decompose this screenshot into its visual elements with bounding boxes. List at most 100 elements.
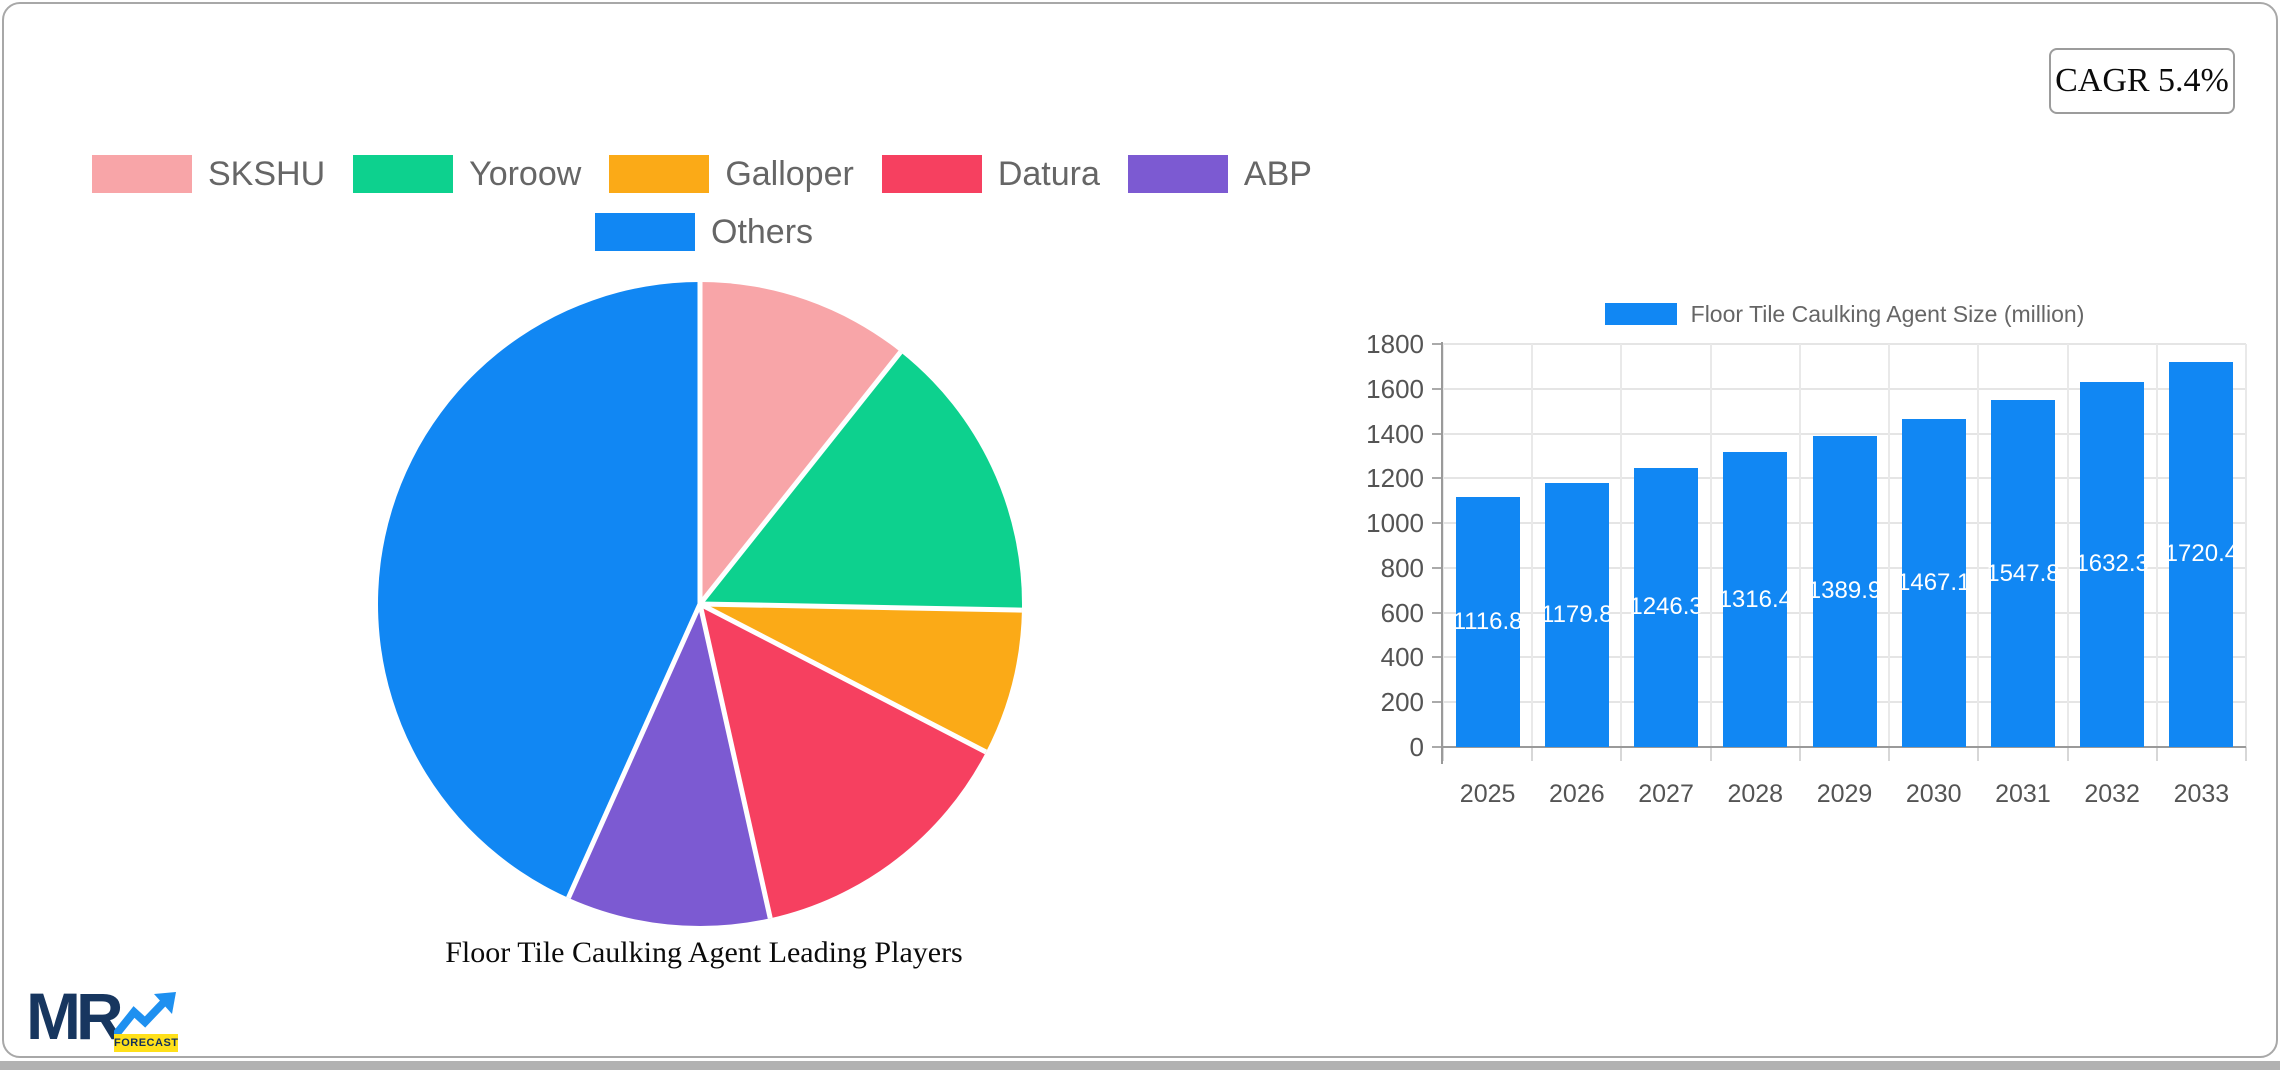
- legend-swatch: [609, 155, 710, 193]
- x-axis-label: 2027: [1638, 780, 1694, 808]
- x-gridline: [1620, 344, 1623, 747]
- bar-value-label: 1547.8: [1986, 559, 2060, 587]
- y-axis-tick: [1432, 387, 1443, 390]
- x-axis-label: 2026: [1549, 780, 1605, 808]
- pie-legend-row-2: Others: [595, 213, 813, 251]
- x-axis-label: 2031: [1995, 780, 2051, 808]
- x-axis-label: 2032: [2084, 780, 2140, 808]
- pie-legend-item-others: Others: [595, 213, 813, 251]
- y-axis-tick: [1432, 432, 1443, 435]
- bar-value-label: 1632.3: [2075, 550, 2149, 578]
- pie-slice-separator: [699, 601, 1022, 613]
- x-gridline: [1888, 344, 1891, 747]
- y-gridline: [1443, 432, 2246, 435]
- legend-swatch: [881, 155, 982, 193]
- x-axis-tick: [1888, 747, 1891, 761]
- x-gridline: [2245, 344, 2247, 747]
- pie-legend-item-yoroow: Yoroow: [353, 155, 581, 193]
- pie-slice-abp: [568, 604, 771, 926]
- bar-2027: [1634, 467, 1699, 747]
- x-gridline: [1531, 344, 1534, 747]
- bar-2025: [1455, 496, 1520, 747]
- pie-slice-others: [377, 282, 700, 898]
- y-axis-tick: [1432, 611, 1443, 614]
- x-axis-tick: [2066, 747, 2069, 761]
- bar-2026: [1544, 482, 1609, 747]
- x-axis-tick: [1798, 747, 1801, 761]
- y-axis-label: 1000: [1366, 508, 1424, 539]
- y-axis-label: 400: [1380, 642, 1424, 673]
- y-axis-label: 1600: [1366, 373, 1424, 404]
- legend-label: Others: [711, 213, 814, 251]
- legend-swatch: [1127, 155, 1228, 193]
- legend-swatch: [595, 213, 695, 251]
- y-axis-line: [1441, 342, 1443, 764]
- pie-slice-skshu: [700, 282, 901, 604]
- bar-2028: [1723, 452, 1788, 747]
- pie-title: Floor Tile Caulking Agent Leading Player…: [445, 936, 963, 969]
- bar-legend-label: Floor Tile Caulking Agent Size (million): [1690, 300, 2085, 327]
- pie-slice-datura: [700, 604, 986, 919]
- bar-value-label: 1179.8: [1541, 600, 1613, 628]
- x-gridline: [1798, 344, 1801, 747]
- pie-slice-separator: [698, 350, 903, 606]
- x-gridline: [1977, 344, 1980, 747]
- mr-forecast-logo: MR FORECAST: [26, 983, 186, 1052]
- y-axis-tick: [1432, 566, 1443, 569]
- bar-2032: [2080, 381, 2145, 747]
- x-axis-label: 2028: [1727, 780, 1784, 808]
- x-gridline: [1709, 344, 1712, 747]
- bar-value-label: 1389.9: [1807, 577, 1882, 605]
- y-axis-label: 200: [1380, 687, 1424, 718]
- bar-2033: [2169, 361, 2234, 747]
- pie-slice-separator: [698, 601, 988, 755]
- bar-chart-legend: Floor Tile Caulking Agent Size (million): [1443, 294, 2246, 334]
- y-axis-label: 600: [1380, 597, 1424, 628]
- pie-slice-yoroow: [700, 352, 1022, 611]
- y-axis-label: 1400: [1366, 418, 1424, 449]
- bar-value-label: 1116.8: [1452, 607, 1523, 635]
- legend-swatch: [353, 155, 454, 193]
- x-axis-label: 2033: [2173, 780, 2230, 808]
- bar-value-label: 1316.4: [1718, 585, 1792, 613]
- x-axis-tick: [1709, 747, 1712, 761]
- pie-slice-separator: [697, 603, 773, 919]
- y-axis-label: 1800: [1366, 329, 1424, 359]
- legend-label: Galloper: [725, 155, 854, 193]
- trending-up-arrow-icon: [114, 992, 176, 1038]
- logo-forecast-text: FORECAST: [114, 1034, 178, 1052]
- y-axis-label: 800: [1380, 552, 1424, 583]
- x-axis-tick: [1620, 747, 1623, 761]
- bar-2030: [1901, 418, 1966, 747]
- x-axis-line: [1441, 746, 2246, 748]
- x-axis-tick: [1442, 747, 1444, 761]
- x-axis-tick: [1977, 747, 1980, 761]
- y-axis-tick: [1432, 746, 1443, 748]
- legend-label: ABP: [1243, 155, 1312, 193]
- x-axis-tick: [2245, 747, 2247, 761]
- y-axis-label: 1200: [1366, 463, 1424, 494]
- y-axis-tick: [1432, 656, 1443, 659]
- bar-2031: [1990, 400, 2055, 747]
- pie-slice-separator: [566, 602, 703, 899]
- bar-value-label: 1467.1: [1897, 568, 1971, 596]
- y-axis-tick: [1432, 701, 1443, 704]
- pie-chart: [377, 282, 1022, 926]
- x-axis-label: 2030: [1905, 780, 1962, 808]
- x-axis-label: 2029: [1816, 780, 1873, 808]
- cagr-badge: CAGR 5.4%: [2049, 48, 2235, 114]
- y-gridline: [1443, 387, 2246, 390]
- horizontal-scrollbar[interactable]: [0, 1061, 2280, 1070]
- bar-value-label: 1720.4: [2164, 540, 2239, 568]
- bar-2029: [1812, 435, 1877, 747]
- x-axis-tick: [2155, 747, 2158, 761]
- pie-legend-item-datura: Datura: [881, 155, 1100, 193]
- y-gridline: [1443, 343, 2246, 345]
- pie-legend-item-skshu: SKSHU: [92, 155, 325, 193]
- x-axis-label: 2025: [1459, 780, 1516, 808]
- pie-legend-item-abp: ABP: [1127, 155, 1312, 193]
- legend-label: Yoroow: [469, 155, 582, 193]
- legend-label: SKSHU: [208, 155, 326, 193]
